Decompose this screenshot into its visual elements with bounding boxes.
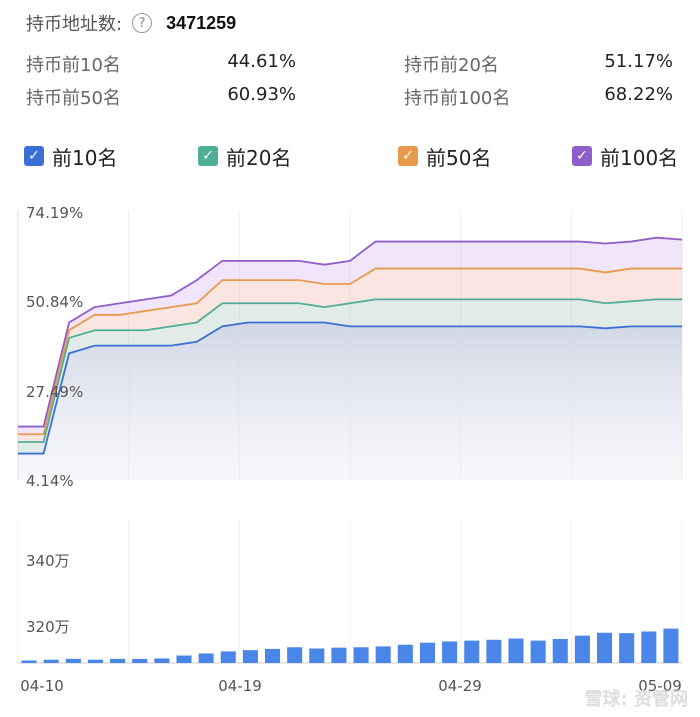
x-tick-label: 05-09 [638, 677, 682, 695]
bar [419, 642, 435, 663]
bar [43, 659, 59, 663]
x-tick-label: 04-29 [438, 677, 482, 695]
bar [464, 640, 480, 663]
holder-count-label: 持币地址数: [26, 14, 123, 35]
bar [331, 647, 347, 663]
x-tick-label: 04-19 [218, 677, 262, 695]
series-line-4 [18, 236, 683, 428]
watermark: 雪球: 资管网 [584, 689, 688, 710]
y-tick-label: 4.14% [26, 472, 74, 490]
stat-top50-label: 持币前50名 [26, 88, 121, 109]
bar [176, 655, 192, 663]
checkbox-checked-icon[interactable]: ✓ [398, 146, 418, 166]
legend-top100-label: 前100名 [600, 145, 679, 170]
legend-top10[interactable]: ✓ 前10名 [24, 143, 118, 170]
checkbox-checked-icon[interactable]: ✓ [572, 146, 592, 166]
bar [574, 635, 590, 663]
series-area-1 [18, 322, 682, 480]
bar [65, 658, 81, 663]
stat-top100-value: 68.22% [604, 84, 673, 105]
legend-top100[interactable]: ✓ 前100名 [572, 143, 679, 170]
bar [641, 631, 657, 663]
series-area-3 [18, 268, 682, 442]
legend-top50[interactable]: ✓ 前50名 [398, 143, 492, 170]
bar [375, 646, 391, 663]
y-tick-label: 50.84% [26, 293, 83, 311]
bar [353, 647, 369, 663]
bar [508, 638, 524, 663]
bar [397, 644, 413, 663]
bar [198, 653, 214, 663]
bar [530, 640, 546, 663]
y-tick-label: 340万 [26, 552, 70, 570]
stat-top10-label: 持币前10名 [26, 55, 121, 76]
legend-top20[interactable]: ✓ 前20名 [198, 143, 292, 170]
legend-top50-label: 前50名 [426, 145, 492, 170]
checkbox-checked-icon[interactable]: ✓ [24, 146, 44, 166]
stat-top20-value: 51.17% [604, 51, 673, 72]
bar [309, 648, 325, 663]
bar [265, 648, 281, 663]
bar [154, 658, 170, 663]
bar [287, 647, 303, 663]
bar [220, 651, 236, 663]
holder-count-row: 持币地址数: ? 3471259 [26, 8, 236, 38]
stat-top100-label: 持币前100名 [404, 88, 511, 109]
bar [132, 658, 148, 663]
stat-top10-value: 44.61% [227, 51, 296, 72]
series-line-3 [18, 267, 682, 436]
bar [663, 628, 679, 663]
holder-count-value: 3471259 [166, 12, 237, 33]
holder-share-area-chart: 74.19% 50.84% 27.49% 4.14% [17, 204, 683, 490]
bar [442, 641, 458, 663]
bar [552, 638, 568, 663]
series-line-2 [18, 298, 682, 443]
series-line-1 [18, 321, 682, 455]
stat-top20-label: 持币前20名 [404, 55, 499, 76]
question-circle-icon[interactable]: ? [132, 13, 153, 33]
y-tick-label: 320万 [26, 618, 70, 636]
x-tick-label: 04-10 [20, 677, 64, 695]
bar [619, 633, 635, 663]
bar [21, 660, 37, 663]
bar [87, 659, 103, 663]
legend-top10-label: 前10名 [52, 145, 118, 170]
series-area-2 [18, 299, 682, 454]
legend-top20-label: 前20名 [226, 145, 292, 170]
checkbox-checked-icon[interactable]: ✓ [198, 146, 218, 166]
y-tick-label: 27.49% [26, 383, 83, 401]
y-tick-label: 74.19% [26, 204, 83, 222]
holder-count-bar-chart: 340万 320万 04-10 04-19 04-29 05-09 [17, 520, 683, 695]
bar [486, 639, 502, 663]
series-area-4 [18, 237, 682, 435]
bar [597, 632, 613, 663]
bar [110, 658, 126, 663]
stat-top50-value: 60.93% [227, 84, 296, 105]
bar [242, 650, 258, 663]
